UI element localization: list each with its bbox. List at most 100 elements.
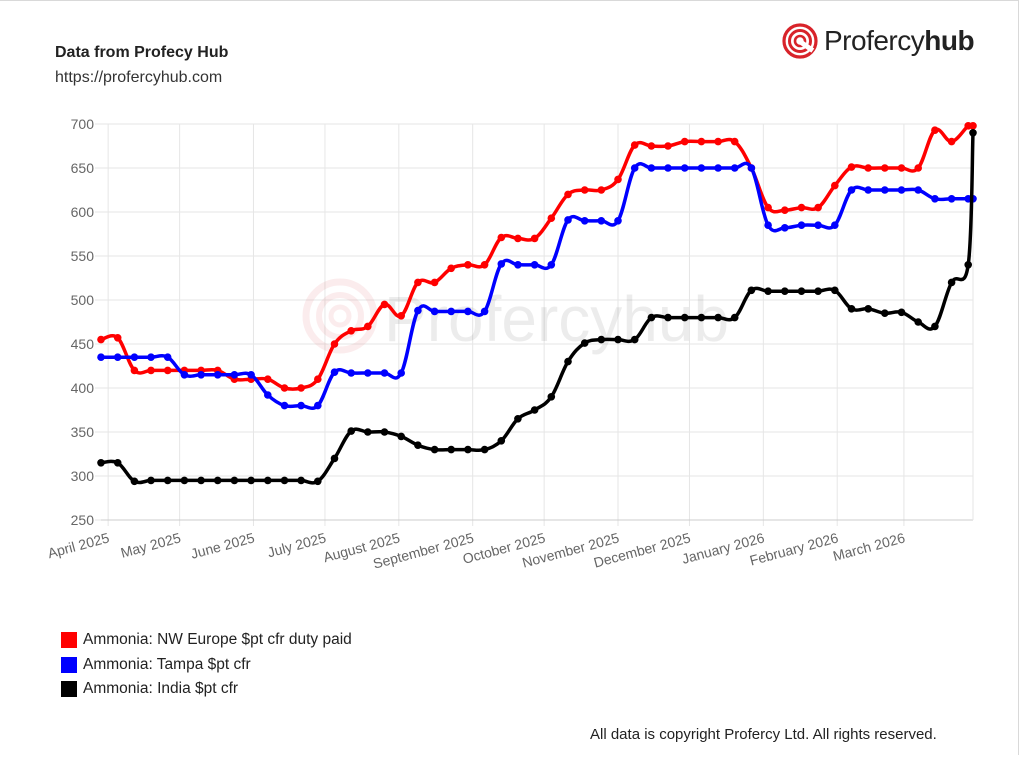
y-tick-label: 550 <box>71 248 95 264</box>
data-point-india <box>264 476 272 485</box>
data-point-india <box>380 428 389 436</box>
profercy-logo-icon <box>782 23 818 59</box>
data-point-tampa <box>213 371 222 379</box>
data-point-nw-europe <box>147 366 155 375</box>
data-point-india <box>714 313 722 322</box>
brand-name: Profercyhub <box>824 25 975 57</box>
data-point-india <box>764 287 772 296</box>
data-point-tampa <box>864 186 872 194</box>
data-point-india <box>730 313 739 322</box>
data-point-nw-europe <box>380 300 389 309</box>
source-url[interactable]: https://profercyhub.com <box>55 69 223 86</box>
chart-series <box>97 122 977 486</box>
data-point-nw-europe <box>630 141 639 149</box>
data-point-india <box>847 305 856 313</box>
data-point-india <box>297 476 305 485</box>
data-point-tampa <box>497 260 506 268</box>
data-point-india <box>330 454 339 463</box>
data-point-tampa <box>881 186 889 194</box>
data-point-tampa <box>147 353 155 362</box>
data-point-tampa <box>314 401 322 410</box>
data-point-india <box>697 313 706 322</box>
data-point-india <box>97 459 105 467</box>
legend-item-tampa[interactable]: Ammonia: Tampa $pt cfr <box>61 653 352 678</box>
data-point-india <box>630 335 639 344</box>
data-point-tampa <box>931 195 939 203</box>
data-point-tampa <box>847 186 856 194</box>
x-tick-label: May 2025 <box>119 529 183 560</box>
data-point-tampa <box>297 401 305 410</box>
y-tick-label: 450 <box>71 336 95 352</box>
copyright-notice: All data is copyright Profercy Ltd. All … <box>590 726 937 743</box>
legend-item-nw-europe[interactable]: Ammonia: NW Europe $pt cfr duty paid <box>61 628 352 653</box>
data-point-tampa <box>347 369 356 377</box>
data-point-tampa <box>947 195 956 203</box>
data-point-tampa <box>781 224 789 232</box>
x-tick-label: April 2025 <box>46 529 111 561</box>
brand-name-bold: hub <box>924 25 975 56</box>
legend-item-india[interactable]: Ammonia: India $pt cfr <box>61 677 352 702</box>
data-point-tampa <box>530 261 539 269</box>
data-point-nw-europe <box>597 186 606 194</box>
data-point-tampa <box>730 164 739 172</box>
data-point-india <box>497 437 506 445</box>
data-point-nw-europe <box>414 278 422 287</box>
data-point-nw-europe <box>564 190 572 199</box>
line-chart: Profercyhub 2503003504004505005506006507… <box>46 116 977 572</box>
data-point-india <box>414 441 422 450</box>
data-point-india <box>247 476 255 485</box>
data-point-nw-europe <box>881 164 889 172</box>
data-point-nw-europe <box>781 206 789 214</box>
data-point-nw-europe <box>497 233 506 242</box>
data-point-nw-europe <box>647 142 656 150</box>
data-point-tampa <box>264 391 272 399</box>
data-point-nw-europe <box>163 366 172 375</box>
data-point-nw-europe <box>330 340 339 348</box>
data-point-india <box>914 318 922 326</box>
data-point-nw-europe <box>430 278 439 287</box>
data-point-nw-europe <box>947 137 956 146</box>
data-point-india <box>130 477 139 486</box>
data-point-tampa <box>680 164 689 172</box>
data-point-tampa <box>597 217 606 225</box>
data-point-india <box>113 459 122 467</box>
data-point-india <box>464 445 472 454</box>
data-point-india <box>931 322 939 331</box>
data-point-india <box>397 432 406 441</box>
data-point-india <box>213 476 222 485</box>
data-point-india <box>797 287 806 296</box>
y-tick-label: 300 <box>71 468 95 484</box>
data-point-tampa <box>430 307 439 316</box>
y-tick-label: 650 <box>71 160 95 176</box>
data-point-tampa <box>414 306 422 315</box>
data-point-india <box>280 476 289 485</box>
y-tick-label: 500 <box>71 292 95 308</box>
data-point-tampa <box>380 369 389 377</box>
data-point-tampa <box>447 307 456 316</box>
data-point-tampa <box>280 401 289 410</box>
data-point-tampa <box>664 164 672 172</box>
data-point-india <box>347 427 356 435</box>
legend-label-india: Ammonia: India $pt cfr <box>83 680 239 698</box>
data-point-nw-europe <box>397 312 406 320</box>
x-tick-label: July 2025 <box>266 529 328 560</box>
data-point-nw-europe <box>714 137 722 146</box>
data-point-nw-europe <box>697 137 706 146</box>
data-point-india <box>447 445 456 454</box>
data-point-india <box>163 476 172 485</box>
data-point-nw-europe <box>264 375 272 384</box>
data-point-nw-europe <box>914 164 922 172</box>
data-point-india <box>580 339 589 347</box>
data-point-nw-europe <box>347 327 356 335</box>
data-point-nw-europe <box>464 261 472 269</box>
data-point-india <box>430 445 439 454</box>
data-point-tampa <box>364 369 372 377</box>
data-point-india <box>480 445 489 454</box>
data-point-nw-europe <box>113 334 122 342</box>
brand-logo[interactable]: Profercyhub <box>782 22 975 60</box>
data-point-nw-europe <box>847 163 856 171</box>
data-point-india <box>364 428 372 436</box>
data-point-nw-europe <box>831 181 839 190</box>
data-point-nw-europe <box>797 203 806 212</box>
data-point-nw-europe <box>864 164 872 172</box>
